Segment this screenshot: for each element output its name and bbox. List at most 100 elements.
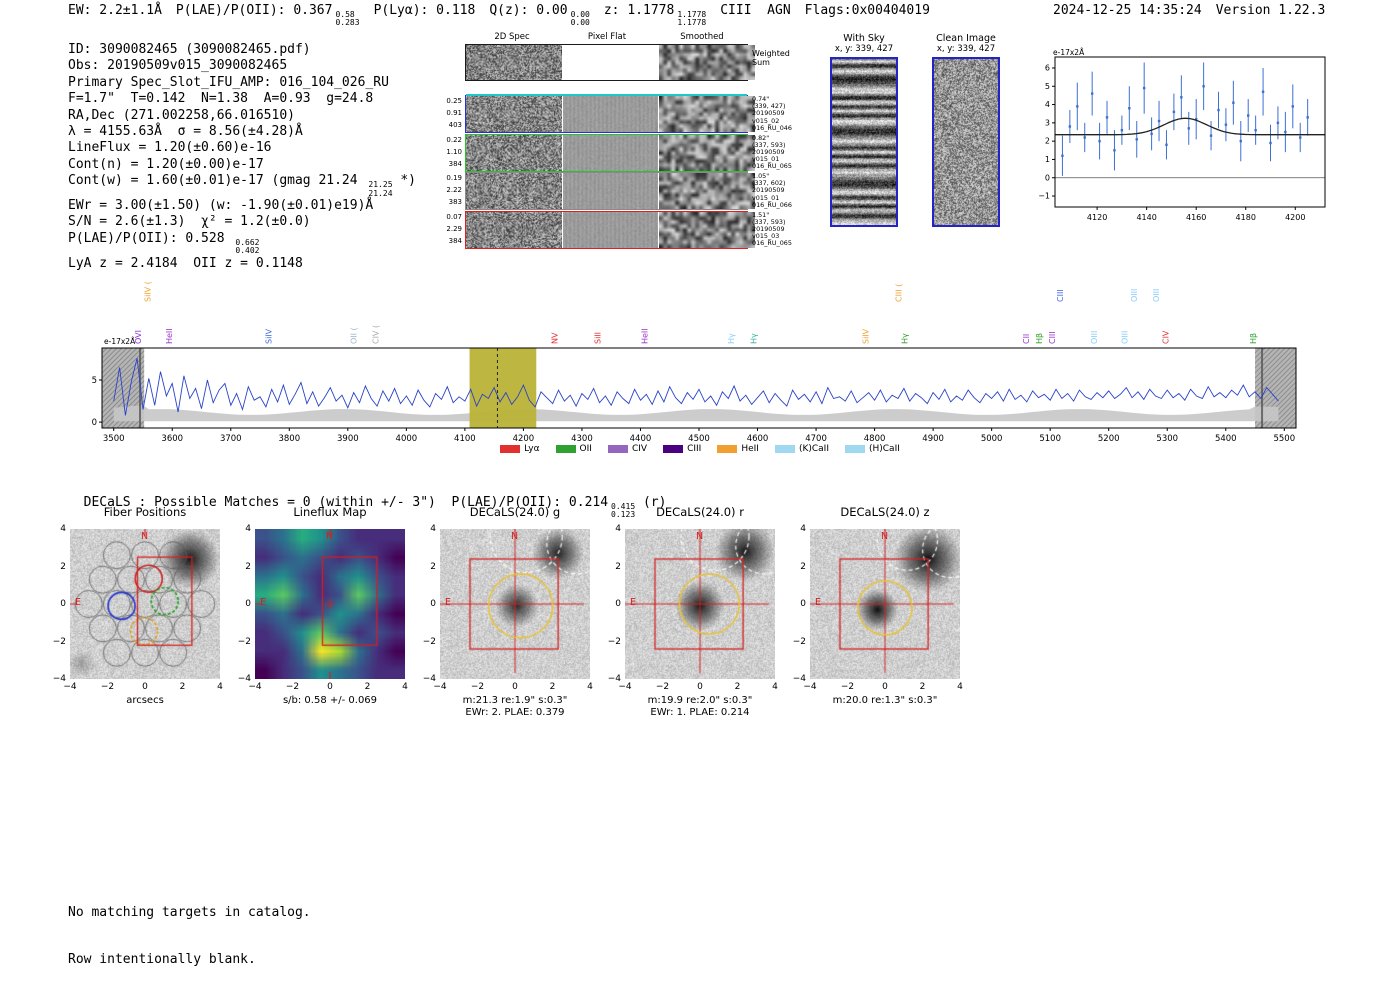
smoothed-cell [659, 134, 755, 171]
svg-text:4140: 4140 [1136, 213, 1156, 222]
svg-text:3900: 3900 [337, 434, 359, 444]
info-line: Obs: 20190509v015_3090082465 [68, 58, 288, 74]
x-tick-label: −2 [100, 682, 115, 692]
legend-item: (K)CaII [774, 444, 829, 454]
spec2d-left-labels: 0.07 2.29 384 [446, 212, 462, 245]
legend-label: (K)CaII [798, 444, 829, 454]
y-tick-label: 0 [430, 599, 436, 609]
compass-east-label: E [815, 597, 822, 608]
svg-text:4120: 4120 [1087, 213, 1107, 222]
col-header-pixelflat: Pixel Flat [587, 32, 627, 42]
svg-text:5: 5 [1045, 82, 1050, 91]
svg-text:5000: 5000 [981, 434, 1003, 444]
info-line: LyA z = 2.4184 OII z = 0.1148 [68, 255, 303, 271]
legend-swatch [663, 445, 684, 453]
svg-text:6: 6 [1045, 64, 1050, 73]
svg-text:4000: 4000 [396, 434, 418, 444]
lo-value: 0.00 [570, 18, 590, 28]
x-tick-label: −2 [655, 682, 670, 692]
info-line: EWr = 3.00(±1.50) (w: -1.90(±0.01)e19)Å [68, 198, 374, 214]
cutout-caption: m:19.9 re:2.0" s:0.3" [647, 695, 753, 706]
lineflux-image [255, 529, 405, 679]
plae-poii-label: P(LAE)/P(OII): 0.367 [175, 3, 333, 18]
spec2d-right-annotation: Weighted Sum [752, 49, 790, 67]
ew-value: EW: 2.2±1.1Å [68, 3, 162, 18]
smoothed-cell [659, 173, 755, 209]
hi-value: 0.415 [611, 502, 636, 511]
y-tick-label: 2 [430, 561, 436, 572]
svg-text:SiII: SiII [594, 332, 603, 344]
info-line: Cont(n) = 1.20(±0.00)e-17 [68, 156, 264, 172]
legend-swatch [555, 445, 576, 453]
y-tick-label: 4 [800, 524, 806, 534]
svg-text:4200: 4200 [1285, 213, 1305, 222]
svg-text:e-17x2Å: e-17x2Å [1053, 48, 1085, 57]
x-tick-label: 4 [772, 682, 778, 692]
svg-text:1: 1 [1045, 155, 1050, 164]
svg-text:Hγ: Hγ [900, 333, 909, 344]
cutout-caption: arcsecs [126, 695, 164, 706]
info-line: λ = 4155.63Å σ = 8.56(±4.28)Å [68, 124, 303, 140]
svg-text:0: 0 [1045, 173, 1050, 182]
y-tick-label: −4 [792, 674, 806, 684]
spec2d-row [465, 44, 756, 81]
hi-value: 0.58 [335, 10, 355, 19]
hi-value: 0.00 [570, 10, 590, 19]
y-tick-label: 4 [245, 524, 251, 534]
decals-header-suffix: (r) [635, 495, 667, 510]
cutout-title: DECaLS(24.0) z [840, 505, 930, 519]
info-line: P(LAE)/P(OII): 0.528 0.662 0.402 [68, 230, 260, 256]
cutout-row: Fiber Positions 4 2 0 −2 −4 −4 −2 0 2 4 arcsecs N E Li… [0, 505, 1400, 735]
pixelflat-cell [562, 96, 659, 132]
x-tick-label: 4 [402, 682, 408, 692]
hi-value: 0.662 [235, 237, 260, 247]
hi-value: 1.1778 [677, 10, 707, 19]
svg-text:SiIV: SiIV [862, 328, 871, 344]
compass-north-label: N [326, 531, 334, 542]
with-sky-title: With Sky [843, 33, 885, 44]
svg-text:OII (: OII ( [350, 327, 359, 344]
y-tick-label: 2 [615, 561, 621, 572]
plae-poii-range: 0.58 0.283 [335, 10, 359, 28]
svg-text:CII: CII [1022, 334, 1031, 344]
clean-image-panel: Clean Image x, y: 339, 427 [926, 33, 1006, 227]
catalog-note-line1: No matching targets in catalog. [68, 905, 311, 920]
cutout-title: Fiber Positions [103, 505, 187, 519]
svg-text:5400: 5400 [1215, 434, 1237, 444]
hi-value: 21.25 [368, 180, 393, 190]
flags-value: Flags:0x00404019 [804, 3, 930, 18]
z-label: z: 1.1778 [603, 3, 675, 18]
legend-item: HeII [717, 444, 759, 454]
legend-label: HeII [741, 444, 759, 454]
spec2d-section: 2D Spec Pixel Flat Smoothed Weighted Sum 0… [443, 30, 818, 255]
qz-range: 0.00 0.00 [570, 10, 590, 28]
decals_z-image [810, 529, 960, 679]
with-sky-image [830, 57, 898, 227]
svg-text:HeII: HeII [165, 328, 174, 344]
compass-north-label: N [141, 531, 149, 542]
svg-text:e-17x2Å: e-17x2Å [104, 337, 136, 346]
qz-value: Q(z): 0.00 0.00 0.00 [489, 3, 590, 27]
spec2d-cell [466, 96, 562, 132]
svg-text:Hγ: Hγ [727, 333, 736, 344]
cutout-title: DECaLS(24.0) g [469, 505, 561, 519]
decals_g-image [440, 529, 590, 679]
compass-north-label: N [696, 531, 704, 542]
plya-value: P(Lyα): 0.118 [373, 3, 476, 18]
info-line: S/N = 2.6(±1.3) χ² = 1.2(±0.0) [68, 214, 311, 230]
compass-east-label: E [630, 597, 637, 608]
y-tick-label: 0 [245, 599, 251, 609]
timestamp: 2024-12-25 14:35:24 [1053, 3, 1202, 18]
pixelflat-cell [562, 134, 659, 171]
x-tick-label: −4 [248, 682, 262, 692]
svg-text:5: 5 [92, 376, 97, 386]
svg-text:4160: 4160 [1186, 213, 1206, 222]
svg-text:4500: 4500 [688, 434, 710, 444]
svg-text:5100: 5100 [1039, 434, 1061, 444]
y-tick-label: 4 [430, 524, 436, 534]
svg-text:NV: NV [550, 332, 559, 344]
y-tick-label: −4 [237, 674, 251, 684]
legend-label: CIII [687, 444, 702, 454]
svg-text:5300: 5300 [1156, 434, 1178, 444]
spec2d-cell [466, 134, 562, 171]
